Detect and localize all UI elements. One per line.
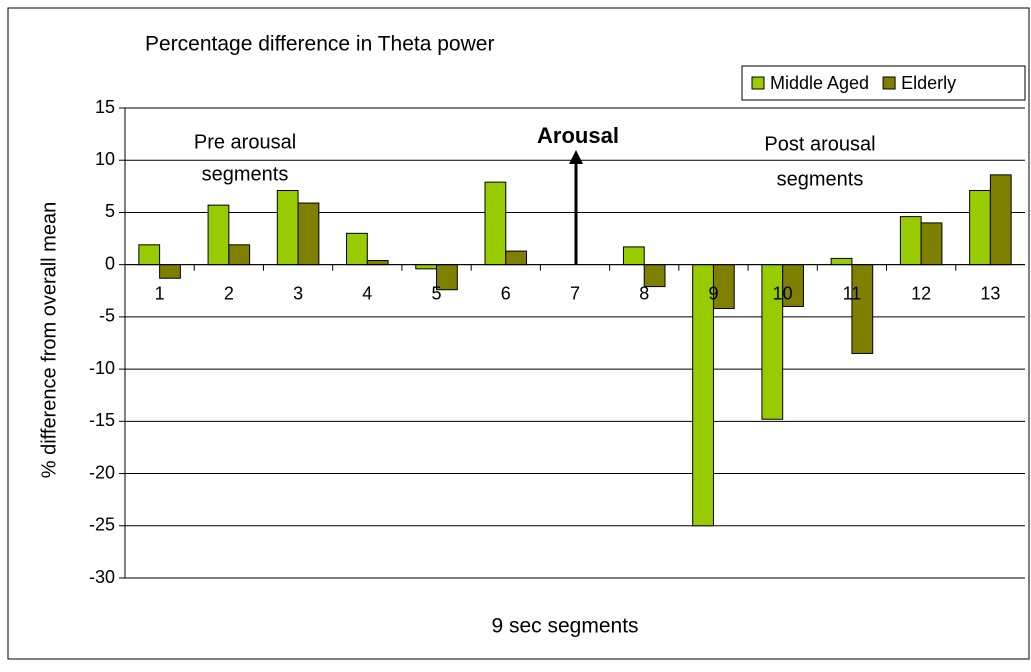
bar: [989, 174, 1012, 266]
bar: [899, 216, 922, 266]
bar: [346, 232, 368, 266]
annotation: segments: [202, 163, 289, 185]
x-tick-label: 1: [155, 283, 165, 303]
annotation: Arousal: [537, 123, 619, 148]
bar: [138, 244, 161, 266]
y-tick-label: -25: [89, 515, 115, 535]
y-tick-label: -30: [89, 567, 115, 587]
bar: [366, 259, 389, 266]
chart-border: [7, 7, 1030, 660]
chart-title: Percentage difference in Theta power: [145, 33, 494, 56]
bar: [228, 244, 251, 266]
x-tick-label: 12: [911, 283, 931, 303]
x-tick-label: 4: [362, 283, 372, 303]
bar: [484, 181, 507, 266]
x-tick-label: 2: [224, 283, 234, 303]
x-axis-label: 9 sec segments: [491, 615, 638, 638]
x-tick-label: 10: [773, 283, 793, 303]
y-tick-label: 5: [105, 201, 115, 221]
x-tick-label: 9: [708, 283, 718, 303]
y-tick-label: 15: [95, 97, 115, 117]
annotation: Pre arousal: [194, 131, 296, 153]
bar: [920, 222, 943, 266]
legend-swatch: [751, 76, 765, 90]
bar: [505, 250, 528, 266]
bar: [276, 190, 299, 266]
x-tick-label: 13: [980, 283, 1000, 303]
bar: [830, 257, 853, 266]
bar: [969, 190, 991, 266]
y-axis-label: % difference from overall mean: [38, 202, 60, 478]
bar: [297, 202, 320, 266]
annotation: Post arousal: [764, 133, 875, 155]
bar: [207, 204, 230, 266]
y-tick-label: -5: [99, 306, 115, 326]
x-tick-label: 3: [293, 283, 303, 303]
legend-swatch: [882, 76, 896, 90]
legend-label: Middle Aged: [770, 73, 869, 93]
x-tick-label: 7: [570, 283, 580, 303]
legend-label: Elderly: [901, 73, 956, 93]
annotation: segments: [777, 168, 864, 190]
bar: [692, 264, 714, 527]
bar: [851, 264, 874, 354]
y-tick-label: 10: [95, 149, 115, 169]
arousal-arrowhead: [569, 150, 583, 164]
y-tick-label: -10: [89, 358, 115, 378]
x-tick-label: 8: [639, 283, 649, 303]
x-tick-label: 5: [432, 283, 442, 303]
y-tick-label: -20: [89, 462, 115, 482]
bar: [159, 264, 181, 279]
y-tick-label: 0: [105, 253, 115, 273]
x-tick-label: 11: [843, 283, 862, 303]
bar: [415, 264, 438, 270]
x-tick-label: 6: [501, 283, 511, 303]
bar: [622, 246, 645, 266]
y-tick-label: -15: [89, 410, 115, 430]
